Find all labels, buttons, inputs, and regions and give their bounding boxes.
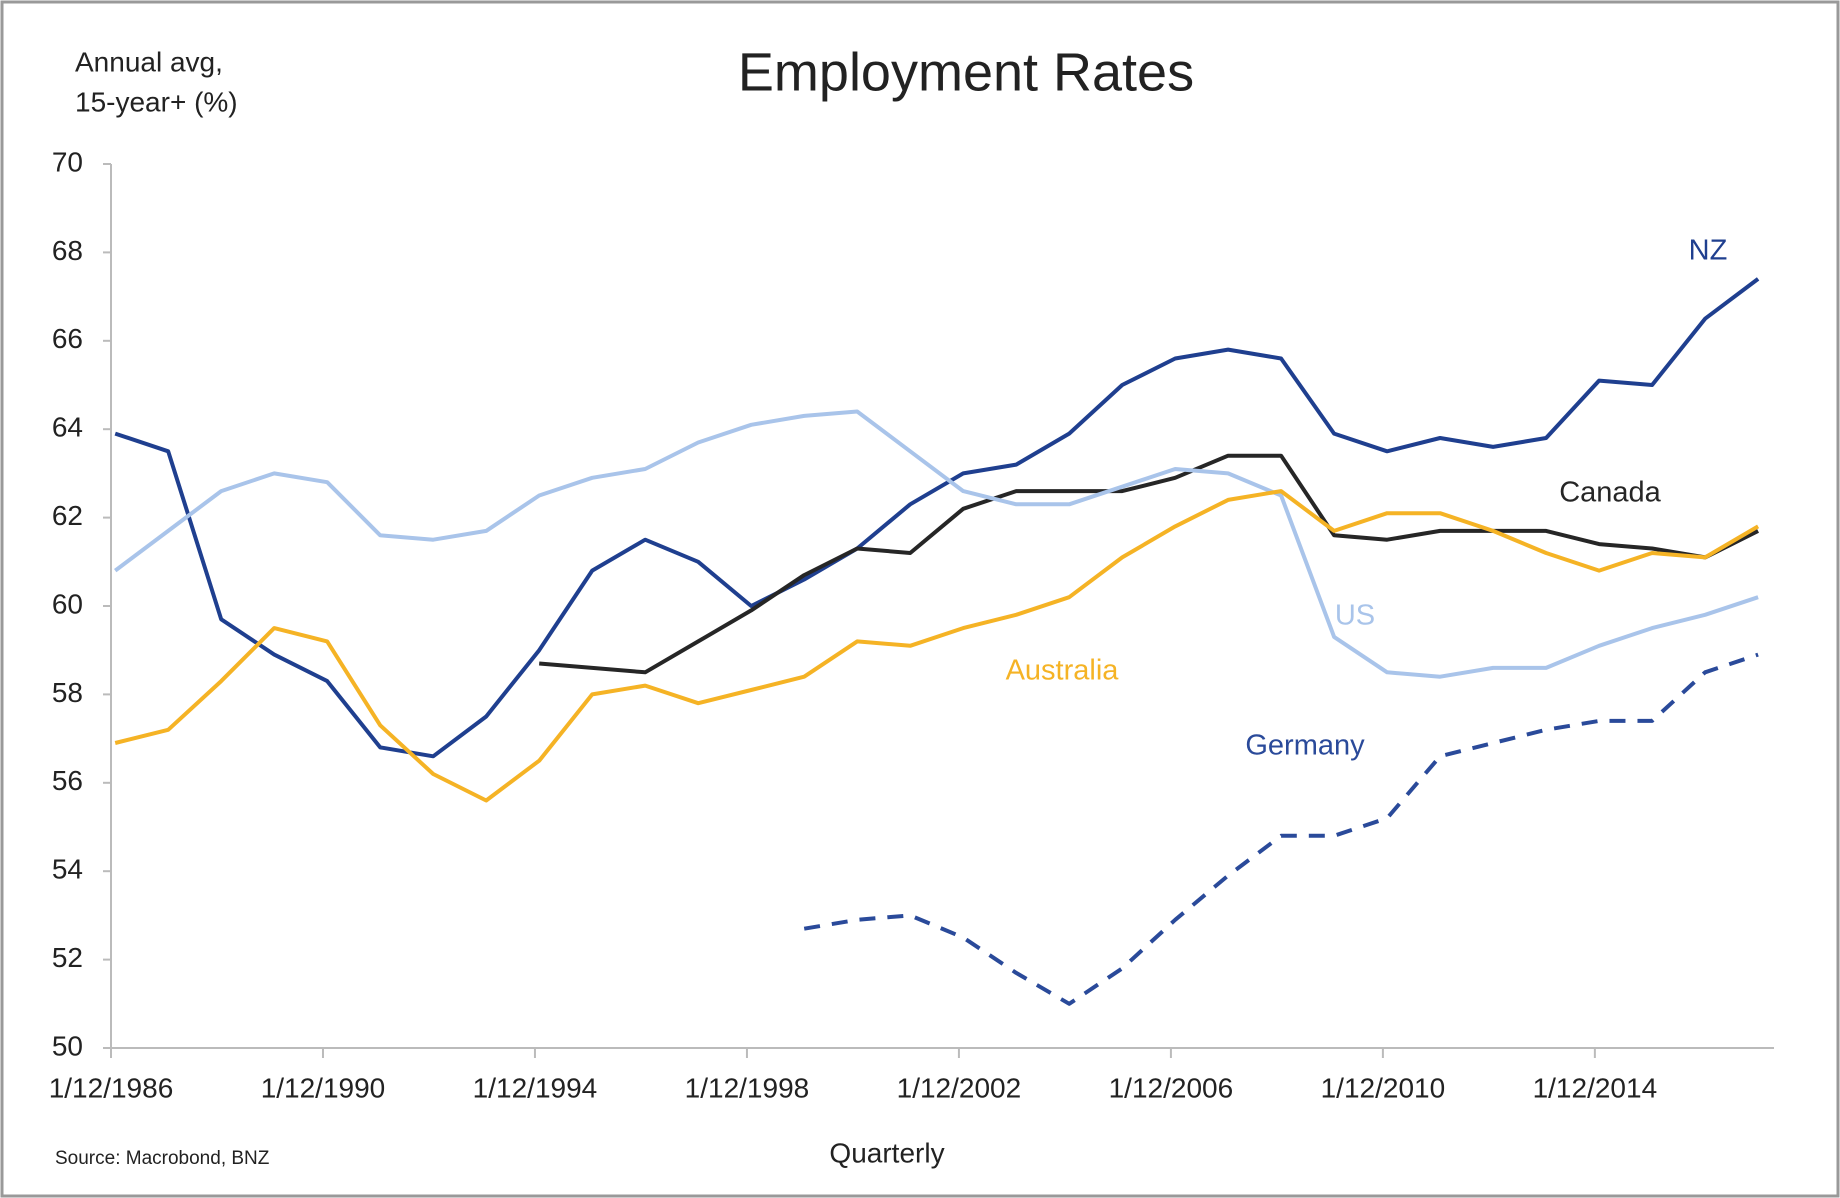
series-line: [803, 652, 1759, 1006]
x-tick-label: 1/12/1998: [685, 1072, 810, 1103]
series-label: NZ: [1689, 235, 1728, 267]
x-tick-label: 1/12/1994: [473, 1072, 598, 1103]
y-tick-label: 54: [52, 854, 83, 885]
y-tick-label: 60: [52, 588, 83, 619]
series-line: [539, 453, 1759, 675]
x-tick-label: 1/12/1990: [261, 1072, 386, 1103]
series-line: [114, 489, 1760, 803]
x-tick-label: 1/12/1986: [49, 1072, 174, 1103]
x-axis-label: Quarterly: [829, 1137, 944, 1168]
y-tick-label: 66: [52, 323, 83, 354]
series-label: Australia: [1006, 655, 1120, 687]
y-axis-label: Annual avg,: [75, 46, 223, 77]
x-tick-label: 1/12/2014: [1533, 1072, 1658, 1103]
y-tick-label: 50: [52, 1030, 83, 1061]
chart-title: Employment Rates: [738, 42, 1194, 102]
x-tick-label: 1/12/2002: [897, 1072, 1022, 1103]
y-axis-label: 15-year+ (%): [75, 86, 238, 117]
series-label: Canada: [1559, 477, 1661, 509]
series-line: [114, 409, 1759, 679]
y-tick-label: 68: [52, 235, 83, 266]
y-tick-label: 64: [52, 412, 83, 443]
series-label: Germany: [1245, 730, 1365, 762]
y-tick-label: 58: [52, 677, 83, 708]
series-label: US: [1335, 600, 1375, 632]
y-tick-label: 62: [52, 500, 83, 531]
x-tick-label: 1/12/2006: [1109, 1072, 1234, 1103]
source-note: Source: Macrobond, BNZ: [55, 1148, 270, 1169]
y-tick-label: 52: [52, 942, 83, 973]
y-tick-label: 70: [52, 146, 83, 177]
series-line: [114, 277, 1760, 759]
x-tick-label: 1/12/2010: [1321, 1072, 1446, 1103]
y-tick-label: 56: [52, 765, 83, 796]
